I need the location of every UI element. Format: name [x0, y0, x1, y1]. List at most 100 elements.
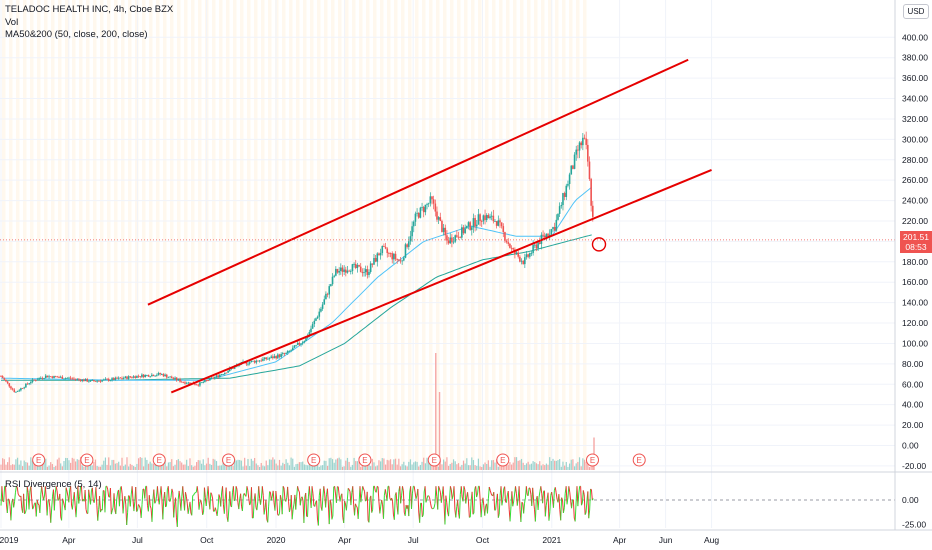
- volume-bar: [537, 464, 539, 470]
- price-axis-label: 160.00: [902, 277, 928, 287]
- volume-bar: [534, 462, 536, 470]
- volume-bar: [570, 459, 572, 470]
- session-stripe: [296, 0, 300, 470]
- candle-body: [300, 343, 302, 345]
- rsi-segment: [101, 490, 104, 511]
- candle-body: [270, 356, 273, 359]
- candle-body: [462, 227, 465, 234]
- volume-bar: [89, 462, 92, 470]
- rsi-segment: [337, 486, 340, 496]
- volume-bar: [336, 458, 339, 470]
- session-stripe: [58, 0, 62, 470]
- candle-body: [10, 386, 12, 389]
- session-stripe: [247, 0, 251, 470]
- volume-bar: [350, 466, 352, 470]
- session-stripe: [338, 0, 342, 470]
- earnings-marker: [358, 453, 372, 467]
- volume-bar: [98, 466, 100, 470]
- volume-bar: [31, 460, 34, 470]
- candle-body: [442, 227, 445, 232]
- volume-bar: [167, 462, 170, 470]
- volume-bar: [224, 465, 226, 470]
- volume-bar: [254, 457, 256, 470]
- volume-bar: [356, 461, 359, 470]
- rsi-segment: [361, 486, 364, 494]
- volume-bar: [545, 463, 547, 470]
- volume-indicator-label[interactable]: Vol: [5, 17, 19, 28]
- volume-bar: [424, 463, 426, 470]
- candle-body: [378, 253, 380, 256]
- volume-bar: [568, 463, 571, 470]
- volume-bar: [515, 457, 518, 470]
- rsi-indicator-label[interactable]: RSI Divergence (5, 14): [5, 479, 102, 490]
- rsi-segment: [78, 496, 81, 504]
- session-stripe: [282, 0, 286, 470]
- session-stripe: [44, 0, 48, 470]
- volume-bar: [580, 466, 582, 470]
- volume-bar: [433, 464, 435, 470]
- rsi-segment: [156, 486, 159, 499]
- candle-body: [94, 381, 97, 382]
- volume-bar: [101, 464, 103, 470]
- rsi-segment: [323, 486, 326, 494]
- candle-body: [83, 379, 85, 382]
- ma-indicator-label[interactable]: MA50&200 (50, close, 200, close): [5, 29, 148, 40]
- volume-bar: [590, 463, 592, 470]
- volume-bar: [525, 463, 528, 470]
- volume-bar: [363, 464, 365, 470]
- rsi-segment: [524, 497, 526, 504]
- rsi-segment: [194, 492, 196, 494]
- candle-body: [558, 206, 561, 214]
- candle-body: [331, 276, 334, 285]
- rsi-segment: [411, 486, 414, 494]
- currency-button[interactable]: USD: [903, 4, 929, 19]
- candle-body: [527, 254, 529, 257]
- rsi-segment: [538, 491, 541, 498]
- rsi-segment: [24, 508, 27, 513]
- volume-bar: [587, 461, 589, 470]
- candle-body: [18, 390, 21, 392]
- rsi-segment: [275, 491, 278, 501]
- rsi-segment: [93, 497, 96, 503]
- rsi-segment: [48, 499, 51, 508]
- rsi-segment: [180, 496, 183, 511]
- candle-body: [434, 203, 437, 212]
- rsi-segment: [297, 486, 299, 491]
- candle-body: [424, 204, 427, 213]
- candle-body: [129, 376, 132, 378]
- volume-bar: [235, 460, 237, 470]
- volume-bar: [542, 464, 544, 470]
- candle-body: [257, 360, 259, 362]
- volume-bar: [317, 463, 319, 470]
- volume-bar: [220, 465, 223, 470]
- candle-body: [214, 376, 216, 379]
- candle-body: [43, 378, 45, 379]
- candle-body: [205, 380, 208, 381]
- price-axis-label: 0.00: [902, 441, 919, 451]
- volume-bar: [497, 466, 499, 470]
- rsi-segment: [160, 486, 163, 501]
- rsi-segment: [154, 501, 157, 504]
- candle-body: [291, 347, 294, 351]
- candle-body: [580, 142, 582, 146]
- rsi-segment: [36, 499, 39, 504]
- rsi-segment: [463, 486, 466, 491]
- candle-body: [185, 383, 188, 385]
- candle-body: [535, 244, 538, 249]
- rsi-segment: [80, 486, 83, 502]
- ma50-line: [0, 186, 593, 381]
- rsi-segment: [227, 508, 230, 522]
- candle-body: [31, 379, 34, 383]
- rsi-segment: [561, 497, 563, 501]
- volume-bar: [237, 459, 239, 470]
- rsi-segment: [87, 489, 90, 514]
- rsi-segment: [62, 501, 65, 506]
- session-stripe: [268, 0, 272, 470]
- volume-bar: [592, 465, 594, 470]
- rsi-segment: [296, 486, 299, 497]
- candle-body: [98, 380, 100, 382]
- volume-bar: [396, 464, 398, 470]
- rsi-segment: [14, 486, 17, 493]
